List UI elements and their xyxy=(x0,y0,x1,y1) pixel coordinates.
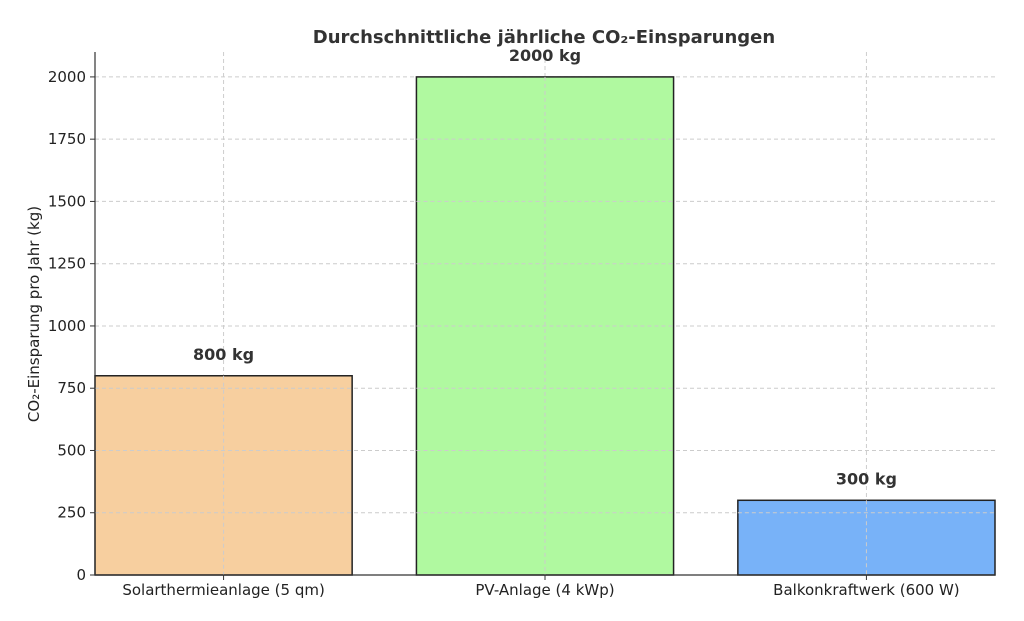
y-tick-label: 1000 xyxy=(48,317,86,335)
axes-layer xyxy=(90,52,995,580)
y-tick-label: 1750 xyxy=(48,130,86,148)
bars-layer xyxy=(94,76,996,576)
x-tick-label: PV-Anlage (4 kWp) xyxy=(475,581,614,599)
y-tick-label: 2000 xyxy=(48,68,86,86)
y-tick-label: 0 xyxy=(76,566,86,584)
x-tick-label: Solarthermieanlage (5 qm) xyxy=(122,581,324,599)
chart-title: Durchschnittliche jährliche CO₂-Einsparu… xyxy=(313,27,775,48)
bar-value-label: 2000 kg xyxy=(509,46,581,65)
y-tick-label: 750 xyxy=(57,379,86,397)
y-axis-label: CO₂-Einsparung pro Jahr (kg) xyxy=(25,206,43,422)
y-tick-label: 1250 xyxy=(48,255,86,273)
y-tick-label: 250 xyxy=(57,504,86,522)
bar-value-label: 300 kg xyxy=(836,469,897,488)
y-tick-label: 1500 xyxy=(48,192,86,210)
x-tick-label: Balkonkraftwerk (600 W) xyxy=(773,581,959,599)
labels-layer: 0 250 500 750 1000 1250 1500 1750 2000 Solartherm… xyxy=(48,46,960,599)
y-tick-label: 500 xyxy=(57,441,86,459)
bar-value-label: 800 kg xyxy=(193,345,254,364)
